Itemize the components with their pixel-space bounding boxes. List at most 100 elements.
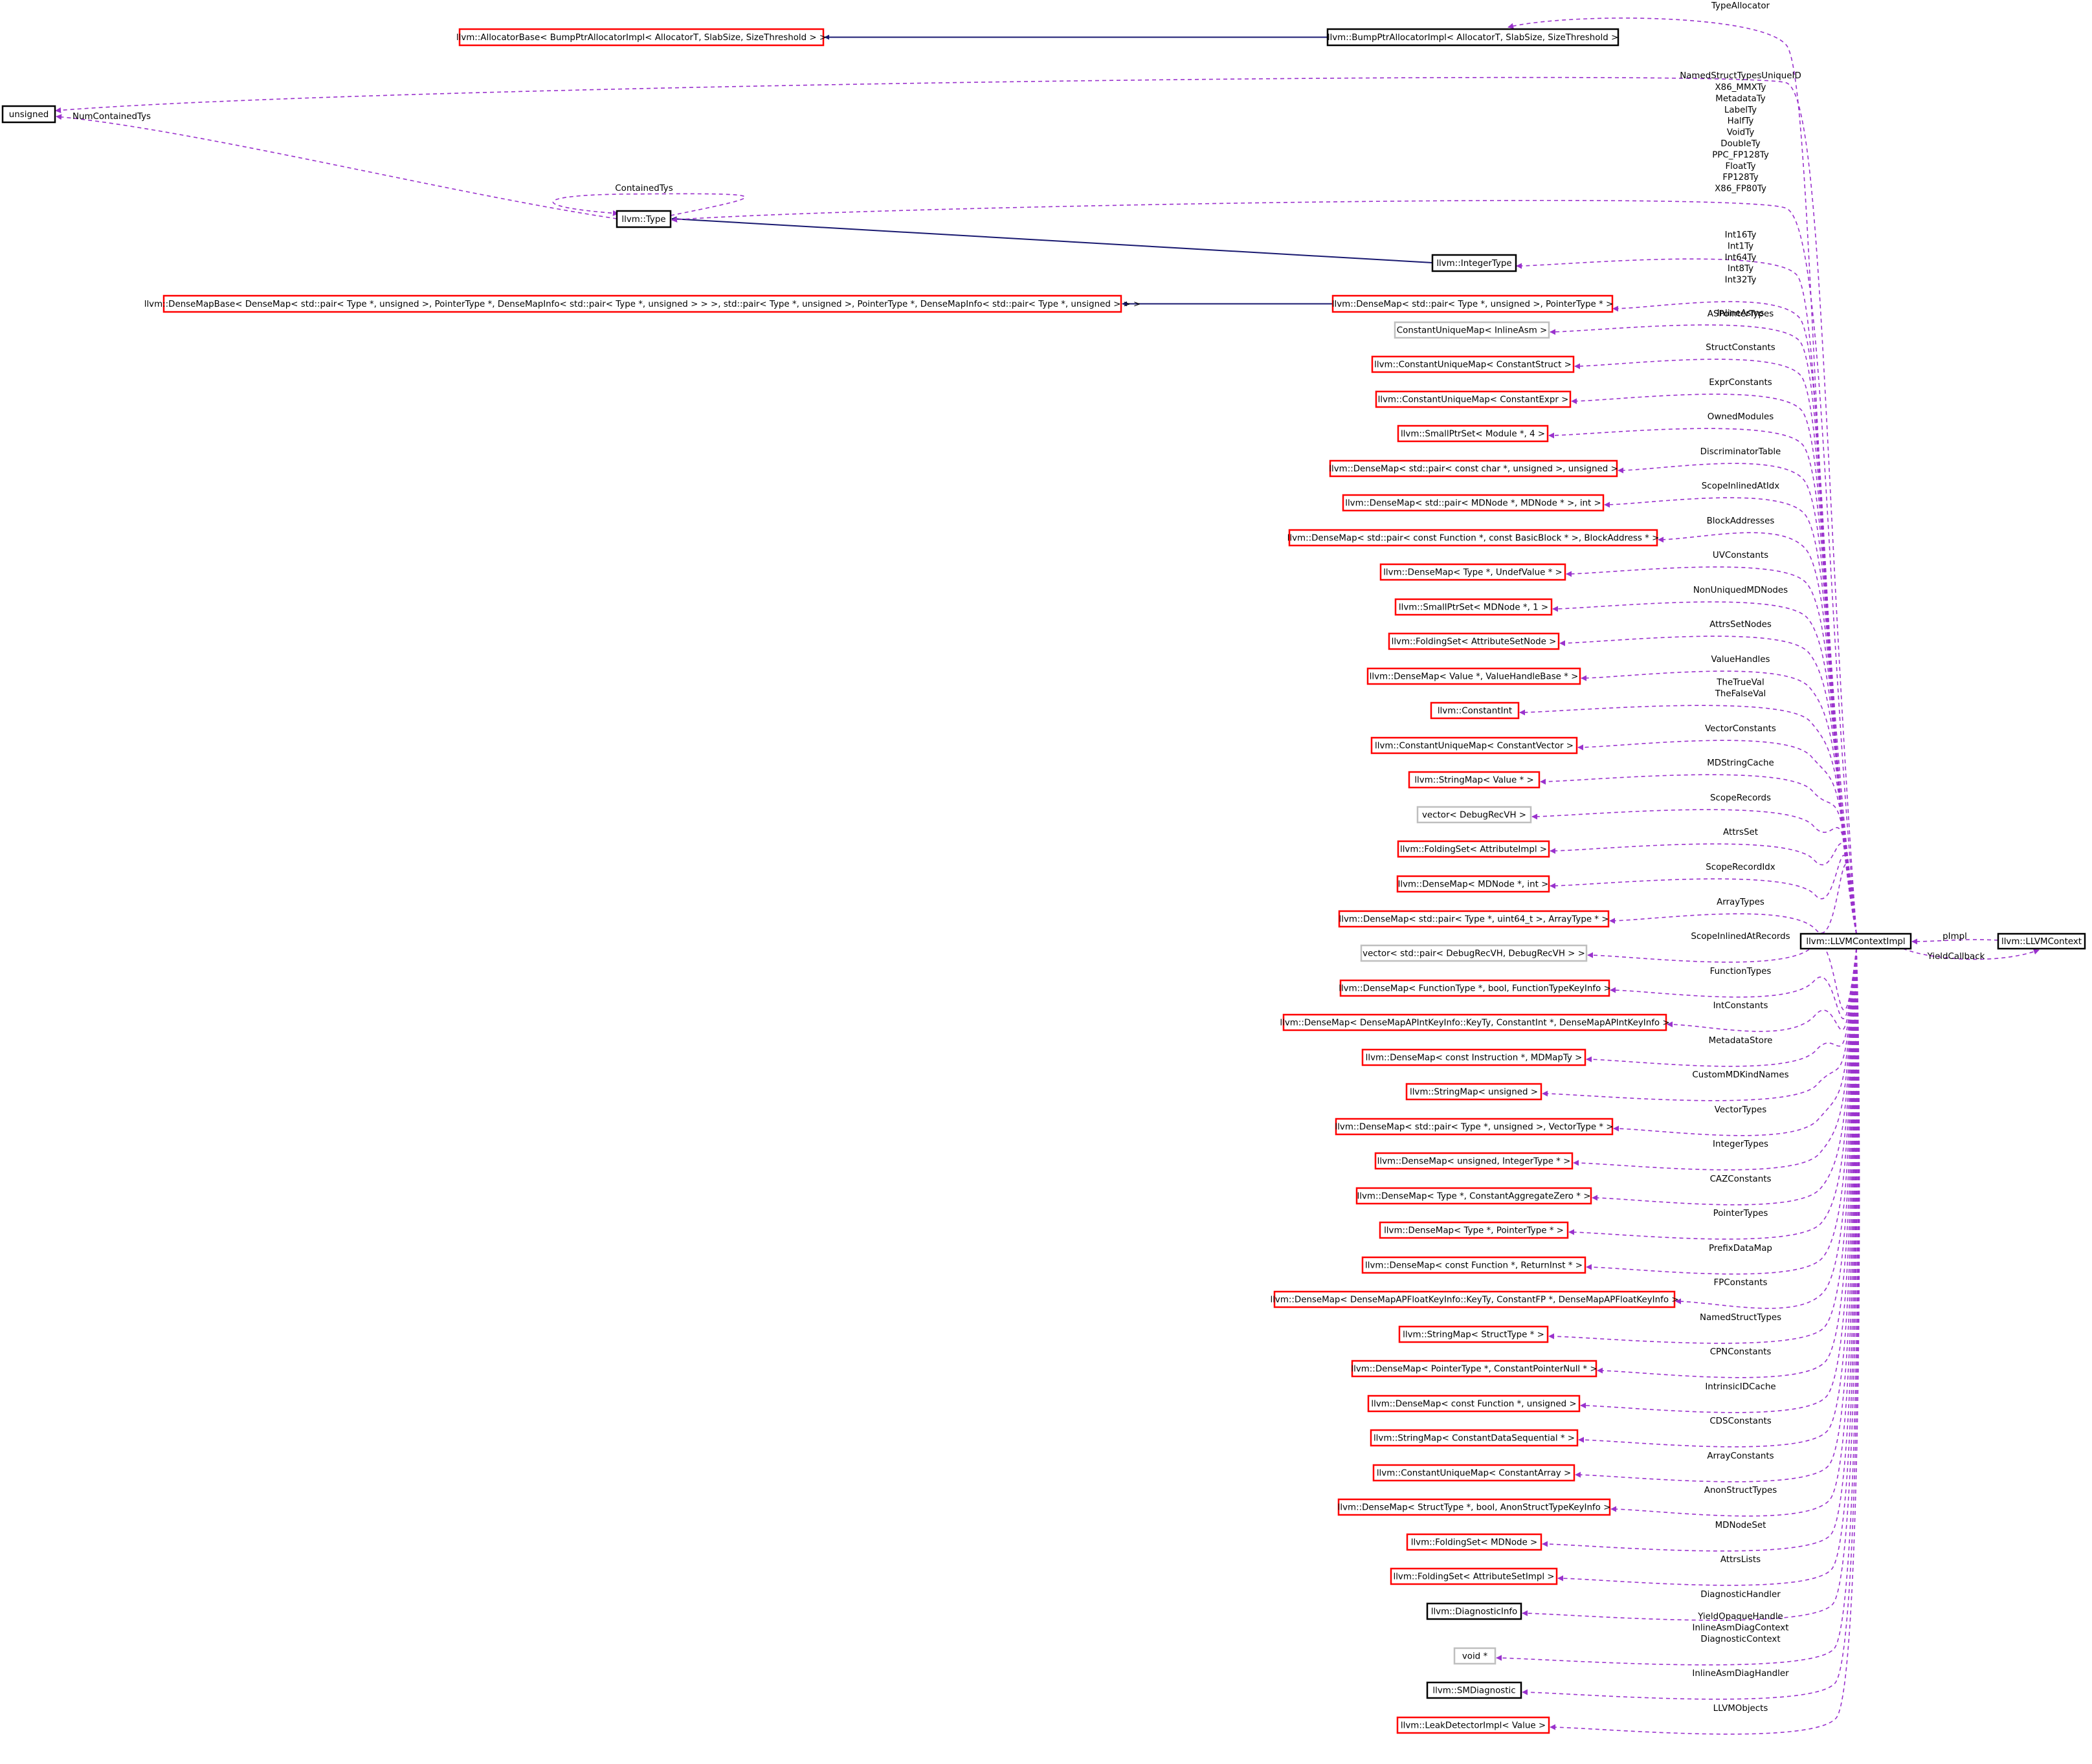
node-n45[interactable]: llvm::DiagnosticInfo (1426, 1602, 1522, 1620)
node-label: llvm::DenseMap< DenseMapAPFloatKeyInfo::… (1270, 1295, 1678, 1305)
node-n32[interactable]: llvm::DenseMap< unsigned, IntegerType * … (1374, 1152, 1574, 1170)
node-n12[interactable]: llvm::DenseMap< std::pair< const char *,… (1329, 459, 1618, 478)
node-n25[interactable]: llvm::DenseMap< std::pair< Type *, uint6… (1338, 910, 1610, 928)
node-n29[interactable]: llvm::DenseMap< const Instruction *, MDM… (1361, 1048, 1586, 1066)
node-n42[interactable]: llvm::DenseMap< StructType *, bool, Anon… (1338, 1498, 1611, 1516)
member-edge-n39 (1580, 948, 1857, 1413)
node-n09[interactable]: llvm::ConstantUniqueMap< ConstantStruct … (1371, 355, 1575, 373)
node-label: llvm::ConstantUniqueMap< ConstantVector … (1375, 742, 1574, 751)
node-label: unsigned (9, 110, 49, 120)
member-edge-n41 (1575, 948, 1857, 1483)
node-n15[interactable]: llvm::DenseMap< Type *, UndefValue * > (1379, 563, 1566, 581)
member-edge-n42 (1610, 948, 1857, 1517)
node-label: llvm::DenseMap< Type *, ConstantAggregat… (1357, 1192, 1591, 1202)
node-n13[interactable]: llvm::DenseMap< std::pair< MDNode *, MDN… (1342, 494, 1605, 512)
member-edge-n13 (1604, 497, 1857, 934)
node-label: vector< std::pair< DebugRecVH, DebugRecV… (1363, 949, 1585, 959)
node-n16[interactable]: llvm::SmallPtrSet< MDNode *, 1 > (1394, 598, 1553, 616)
node-n26[interactable]: vector< std::pair< DebugRecVH, DebugRecV… (1360, 944, 1588, 962)
node-n20[interactable]: llvm::ConstantUniqueMap< ConstantVector … (1370, 736, 1578, 755)
edge-label-halfty: HalfTy (1728, 116, 1754, 126)
member-edge-n27 (1610, 948, 1857, 1019)
node-label: llvm::DenseMap< const Function *, Return… (1365, 1261, 1583, 1271)
edge-label-mdstringcache: MDStringCache (1707, 758, 1774, 768)
node-n31[interactable]: llvm::DenseMap< std::pair< Type *, unsig… (1335, 1118, 1614, 1136)
node-asptr[interactable]: llvm::DenseMap< std::pair< Type *, unsig… (1331, 294, 1614, 313)
node-label: llvm::DenseMap< const Function *, unsign… (1371, 1400, 1576, 1409)
edge-label-attrsset: AttrsSet (1723, 828, 1758, 837)
node-ctx[interactable]: llvm::LLVMContext (1997, 932, 2086, 950)
node-label: llvm::DenseMap< std::pair< MDNode *, MDN… (1345, 499, 1601, 509)
node-n40[interactable]: llvm::StringMap< ConstantDataSequential … (1370, 1429, 1579, 1447)
node-n17[interactable]: llvm::FoldingSet< AttributeSetNode > (1388, 632, 1560, 650)
node-n48[interactable]: llvm::LeakDetectorImpl< Value > (1396, 1716, 1550, 1734)
node-label: llvm::DenseMap< Type *, UndefValue * > (1383, 568, 1563, 578)
edge-label-floatty: FloatTy (1725, 162, 1755, 171)
node-inttype[interactable]: llvm::IntegerType (1431, 254, 1517, 272)
node-n11[interactable]: llvm::SmallPtrSet< Module *, 4 > (1397, 424, 1549, 443)
node-n22[interactable]: vector< DebugRecVH > (1416, 806, 1532, 824)
node-n28[interactable]: llvm::DenseMap< DenseMapAPIntKeyInfo::Ke… (1280, 1013, 1670, 1031)
edge-label-arrayconstants: ArrayConstants (1707, 1451, 1774, 1461)
node-n35[interactable]: llvm::DenseMap< const Function *, Return… (1361, 1256, 1586, 1274)
edge-label-diagnosticcontext: DiagnosticContext (1700, 1635, 1780, 1644)
edge-label-custommdkindnames: CustomMDKindNames (1692, 1070, 1788, 1080)
node-allocbase[interactable]: llvm::AllocatorBase< BumpPtrAllocatorImp… (456, 28, 827, 47)
node-n23[interactable]: llvm::FoldingSet< AttributeImpl > (1397, 840, 1550, 858)
node-n24[interactable]: llvm::DenseMap< MDNode *, int > (1396, 875, 1550, 893)
node-n14[interactable]: llvm::DenseMap< std::pair< const Functio… (1287, 529, 1660, 547)
edge-label-functiontypes: FunctionTypes (1710, 967, 1772, 976)
edge-label-int8ty: Int8Ty (1728, 264, 1753, 274)
node-n37[interactable]: llvm::StringMap< StructType * > (1398, 1325, 1549, 1343)
node-n47[interactable]: llvm::SMDiagnostic (1426, 1681, 1522, 1699)
node-n30[interactable]: llvm::StringMap< unsigned > (1405, 1083, 1542, 1101)
node-label: llvm::LLVMContextImpl (1806, 937, 1905, 947)
member-edge-n40 (1578, 948, 1857, 1448)
node-n46[interactable]: void * (1453, 1647, 1497, 1665)
node-impl[interactable]: llvm::LLVMContextImpl (1799, 932, 1912, 950)
node-n44[interactable]: llvm::FoldingSet< AttributeSetImpl > (1390, 1567, 1558, 1585)
edge-label-blockaddresses: BlockAddresses (1707, 516, 1775, 526)
node-unsigned[interactable]: unsigned (1, 105, 56, 124)
member-edge-containedtys (552, 193, 746, 216)
node-n27[interactable]: llvm::DenseMap< FunctionType *, bool, Fu… (1339, 979, 1611, 997)
edge-label-ppc-fp128ty: PPC_FP128Ty (1712, 150, 1769, 160)
member-edge-n16 (1552, 601, 1857, 934)
node-label: llvm::DenseMapBase< DenseMap< std::pair<… (144, 300, 1141, 309)
node-n33[interactable]: llvm::DenseMap< Type *, ConstantAggregat… (1355, 1187, 1592, 1205)
node-n10[interactable]: llvm::ConstantUniqueMap< ConstantExpr > (1375, 390, 1572, 408)
node-label: llvm::StringMap< StructType * > (1403, 1330, 1544, 1340)
node-label: llvm::FoldingSet< MDNode > (1411, 1538, 1538, 1548)
node-label: llvm::DenseMap< std::pair< Type *, unsig… (1332, 300, 1613, 309)
node-n21[interactable]: llvm::StringMap< Value * > (1408, 771, 1541, 789)
node-n18[interactable]: llvm::DenseMap< Value *, ValueHandleBase… (1366, 667, 1581, 685)
node-densebase[interactable]: llvm::DenseMapBase< DenseMap< std::pair<… (144, 294, 1141, 313)
node-n19[interactable]: llvm::ConstantInt (1430, 701, 1520, 720)
node-type[interactable]: llvm::Type (616, 210, 672, 228)
node-n08[interactable]: ConstantUniqueMap< InlineAsm > (1394, 321, 1550, 339)
node-label: llvm::SMDiagnostic (1432, 1686, 1515, 1696)
edge-label-namedstructtypesuniqueid: NamedStructTypesUniqueID (1680, 71, 1801, 81)
node-n43[interactable]: llvm::FoldingSet< MDNode > (1406, 1533, 1542, 1551)
member-edge-pimpl (1911, 938, 1999, 945)
member-edge-n20 (1577, 740, 1857, 934)
node-n41[interactable]: llvm::ConstantUniqueMap< ConstantArray > (1372, 1464, 1575, 1482)
member-edge-yieldcallback (1902, 948, 2040, 960)
node-n36[interactable]: llvm::DenseMap< DenseMapAPFloatKeyInfo::… (1270, 1290, 1679, 1308)
member-edge-n14 (1658, 532, 1857, 934)
member-edge-n23 (1550, 843, 1857, 934)
node-n39[interactable]: llvm::DenseMap< const Function *, unsign… (1367, 1395, 1581, 1413)
node-n34[interactable]: llvm::DenseMap< Type *, PointerType * > (1379, 1221, 1569, 1239)
node-n38[interactable]: llvm::DenseMap< PointerType *, ConstantP… (1351, 1360, 1597, 1378)
edge-label-attrssetnodes: AttrsSetNodes (1709, 620, 1772, 630)
node-label: llvm::LeakDetectorImpl< Value > (1401, 1721, 1546, 1731)
node-label: vector< DebugRecVH > (1422, 811, 1526, 821)
edge-label-x86-mmxty: X86_MMXTy (1715, 83, 1766, 93)
member-edge-bump (1508, 17, 1857, 934)
node-label: llvm::DenseMap< std::pair< const Functio… (1287, 534, 1660, 544)
node-bump[interactable]: llvm::BumpPtrAllocatorImpl< AllocatorT, … (1326, 28, 1619, 47)
node-label: llvm::DenseMap< std::pair< Type *, unsig… (1335, 1123, 1613, 1132)
member-edge-n29 (1586, 948, 1857, 1067)
member-edge-n36 (1675, 948, 1857, 1309)
edge-label-inlineasmdiaghandler: InlineAsmDiagHandler (1692, 1669, 1789, 1679)
